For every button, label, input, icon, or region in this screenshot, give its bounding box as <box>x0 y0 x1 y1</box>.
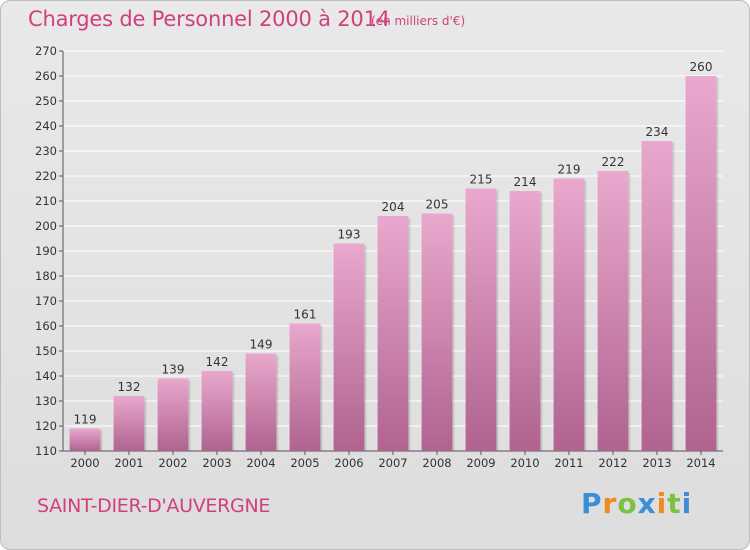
y-tick-label: 130 <box>35 394 57 408</box>
y-tick-label: 240 <box>35 119 57 133</box>
bar <box>113 396 145 451</box>
y-tick-label: 170 <box>35 294 57 308</box>
y-tick-label: 150 <box>35 344 57 358</box>
data-label: 204 <box>382 200 405 214</box>
y-tick-label: 220 <box>35 169 57 183</box>
data-label: 234 <box>646 125 669 139</box>
data-label: 132 <box>118 380 141 394</box>
data-label: 219 <box>558 163 581 177</box>
y-tick-label: 190 <box>35 244 57 258</box>
data-label: 142 <box>206 355 229 369</box>
chart-subtitle: (en milliers d'€) <box>371 14 466 28</box>
logo-letter: i <box>681 487 693 520</box>
logo-letter: x <box>637 487 657 520</box>
x-tick-label: 2009 <box>466 456 495 470</box>
y-tick-label: 180 <box>35 269 57 283</box>
x-tick-label: 2008 <box>422 456 451 470</box>
data-label: 215 <box>470 173 493 187</box>
x-tick-label: 2001 <box>114 456 143 470</box>
bar <box>289 323 321 451</box>
x-tick-label: 2006 <box>334 456 363 470</box>
y-tick-label: 230 <box>35 144 57 158</box>
bars: 119 132 139 142 149 161 193 204 205 215 214 219 222 2… <box>69 60 719 451</box>
data-label: 222 <box>602 155 625 169</box>
data-label: 139 <box>162 363 185 377</box>
y-tick-label: 160 <box>35 319 57 333</box>
x-tick-label: 2013 <box>642 456 671 470</box>
data-label: 161 <box>294 308 317 322</box>
x-tick-label: 2010 <box>510 456 539 470</box>
x-tick-label: 2012 <box>598 456 627 470</box>
y-tick-label: 140 <box>35 369 57 383</box>
y-tick-label: 110 <box>35 444 57 458</box>
data-label: 260 <box>690 60 713 74</box>
y-tick-label: 120 <box>35 419 57 433</box>
data-label: 149 <box>250 338 273 352</box>
bar <box>421 213 453 451</box>
x-tick-label: 2002 <box>158 456 187 470</box>
bar <box>245 353 277 451</box>
bar <box>157 378 189 451</box>
x-tick-label: 2005 <box>290 456 319 470</box>
bar <box>69 428 101 451</box>
y-tick-label: 250 <box>35 94 57 108</box>
x-tick-label: 2014 <box>686 456 715 470</box>
y-tick-label: 210 <box>35 194 57 208</box>
logo-letter: o <box>617 487 638 520</box>
bar <box>685 76 717 451</box>
y-tick-label: 270 <box>35 44 57 58</box>
bar <box>553 178 585 451</box>
y-tick-label: 200 <box>35 219 57 233</box>
bar <box>465 188 497 451</box>
data-label: 119 <box>74 413 97 427</box>
chart-title: Charges de Personnel 2000 à 2014 <box>28 7 390 31</box>
bar <box>333 243 365 451</box>
logo-letter: P <box>581 487 603 520</box>
x-tick-label: 2000 <box>70 456 99 470</box>
data-label: 193 <box>338 228 361 242</box>
bar <box>641 141 673 451</box>
logo-letter: r <box>602 487 618 520</box>
data-label: 205 <box>426 198 449 212</box>
bar <box>201 371 233 451</box>
x-tick-label: 2003 <box>202 456 231 470</box>
data-label: 214 <box>514 175 537 189</box>
proxiti-logo: Proxiti <box>581 487 692 520</box>
x-tick-label: 2011 <box>554 456 583 470</box>
bar <box>377 216 409 451</box>
bar <box>509 191 541 451</box>
logo-letter: i <box>656 487 668 520</box>
x-tick-label: 2007 <box>378 456 407 470</box>
x-tick-label: 2004 <box>246 456 275 470</box>
commune-name: SAINT-DIER-D'AUVERGNE <box>37 495 271 517</box>
y-tick-label: 260 <box>35 69 57 83</box>
logo-letter: t <box>667 487 682 520</box>
x-axis: 2000 2001 2002 2003 2004 2005 2006 2007 2008 2009… <box>70 451 716 470</box>
bar <box>597 171 629 451</box>
